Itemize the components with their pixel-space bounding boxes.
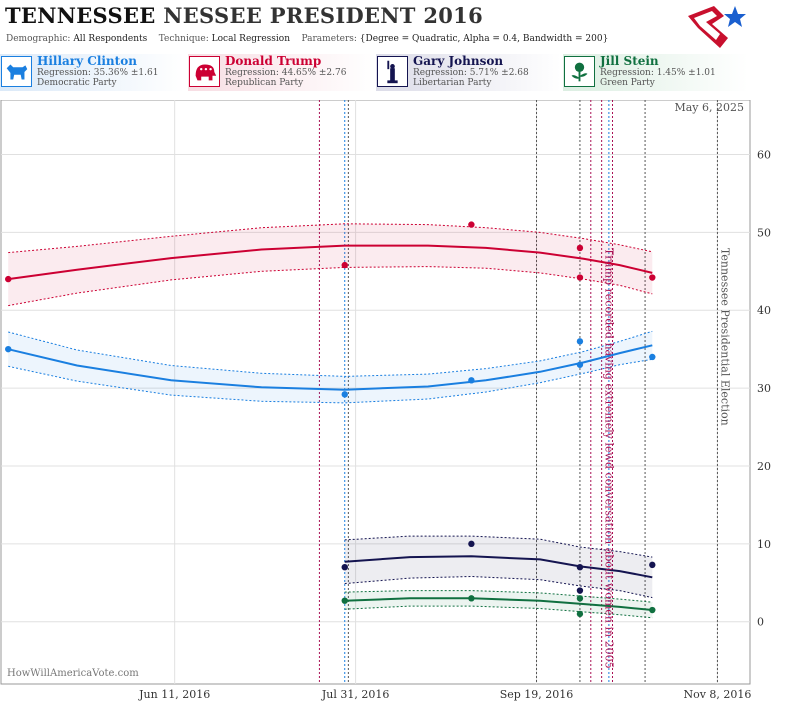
y-tick-label: 30 bbox=[757, 382, 771, 395]
poll-point bbox=[341, 391, 348, 398]
candidate-regression: Regression: 5.71% ±2.68 bbox=[413, 68, 529, 78]
y-tick-label: 20 bbox=[757, 460, 771, 473]
parameters-label: Parameters: bbox=[301, 34, 357, 44]
rose-icon bbox=[564, 56, 595, 87]
y-tick-label: 40 bbox=[757, 304, 771, 317]
event-annotation: Trump recorded having extremely lewd con… bbox=[603, 248, 616, 669]
plot-frame bbox=[0, 100, 751, 685]
confidence-lower bbox=[8, 266, 653, 307]
candidate-party: Green Party bbox=[600, 78, 655, 88]
series-donald-trump bbox=[5, 221, 656, 307]
y-tick-label: 0 bbox=[757, 616, 764, 629]
y-tick-label: 50 bbox=[757, 226, 771, 239]
confidence-lower bbox=[8, 358, 653, 404]
confidence-band bbox=[8, 331, 653, 403]
parameters-value: {Degree = Quadratic, Alpha = 0.4, Bandwi… bbox=[359, 34, 609, 44]
donkey-icon bbox=[1, 56, 32, 87]
poll-chart: 0 10 20 30 40 50 60 Jun 11, 2016 Jul 31, 2016 Sep… bbox=[0, 100, 771, 701]
x-tick-label: Jun 11, 2016 bbox=[138, 688, 210, 701]
candidate-name: Gary Johnson bbox=[413, 54, 504, 68]
poll-point bbox=[576, 338, 584, 345]
technique-value: Local Regression bbox=[211, 34, 291, 44]
confidence-upper bbox=[8, 330, 653, 377]
poll-point bbox=[468, 595, 475, 602]
elephant-icon bbox=[189, 56, 220, 87]
poll-point bbox=[649, 561, 656, 569]
poll-point bbox=[576, 274, 584, 281]
confidence-upper bbox=[344, 535, 653, 558]
regression-line bbox=[7, 344, 653, 391]
page-title: TENNESSEE NESSEE PRESIDENT 2016 bbox=[5, 3, 483, 28]
candidate-regression: Regression: 44.65% ±2.76 bbox=[225, 68, 347, 78]
candidate-regression: Regression: 1.45% ±1.01 bbox=[600, 68, 716, 78]
poll-point bbox=[576, 361, 584, 368]
candidate-regression: Regression: 35.36% ±1.61 bbox=[37, 68, 159, 78]
confidence-upper bbox=[344, 590, 653, 603]
candidate-name: Jill Stein bbox=[600, 54, 659, 68]
series-hillary-clinton bbox=[5, 330, 656, 404]
site-logo-icon bbox=[688, 6, 746, 48]
poll-point bbox=[341, 261, 348, 269]
poll-point bbox=[468, 377, 475, 384]
poll-point bbox=[5, 275, 12, 283]
poll-point bbox=[341, 597, 348, 604]
poll-point bbox=[341, 564, 348, 571]
candidate-card-johnson: Gary Johnson Regression: 5.71% ±2.68 Lib… bbox=[376, 54, 561, 91]
title-race: NESSEE PRESIDENT 2016 bbox=[163, 3, 483, 28]
candidate-name: Donald Trump bbox=[225, 54, 322, 68]
poll-point bbox=[5, 345, 12, 353]
series-jill-stein bbox=[341, 590, 656, 619]
demographic-value: All Respondents bbox=[73, 34, 148, 44]
candidate-party: Democratic Party bbox=[37, 78, 117, 88]
y-tick-label: 10 bbox=[757, 538, 771, 551]
liberty-statue-icon bbox=[377, 56, 408, 87]
technique-label: Technique: bbox=[158, 34, 209, 44]
poll-point bbox=[576, 587, 584, 594]
regression-line bbox=[344, 555, 653, 579]
candidate-card-trump: Donald Trump Regression: 44.65% ±2.76 Re… bbox=[188, 54, 373, 91]
x-tick-label: Jul 31, 2016 bbox=[321, 688, 390, 701]
parameters-line: Demographic: All Respondents Technique: … bbox=[6, 34, 608, 44]
poll-point bbox=[649, 353, 656, 361]
poll-point bbox=[576, 610, 584, 618]
candidate-card-stein: Jill Stein Regression: 1.45% ±1.01 Green… bbox=[563, 54, 748, 91]
y-tick-label: 60 bbox=[757, 149, 771, 162]
candidate-name: Hillary Clinton bbox=[37, 54, 137, 68]
poll-point bbox=[576, 595, 584, 602]
x-tick-label: Nov 8, 2016 bbox=[683, 688, 751, 701]
title-state: TENNESSEE bbox=[5, 3, 156, 28]
poll-point bbox=[576, 244, 584, 252]
confidence-lower bbox=[344, 605, 653, 619]
poll-point bbox=[468, 540, 475, 548]
poll-point bbox=[576, 564, 584, 571]
confidence-band bbox=[8, 223, 653, 306]
confidence-upper bbox=[8, 223, 653, 254]
candidate-card-clinton: Hillary Clinton Regression: 35.36% ±1.61… bbox=[0, 54, 185, 91]
chart-header: TENNESSEE NESSEE PRESIDENT 2016 bbox=[5, 3, 483, 28]
demographic-label: Demographic: bbox=[6, 34, 71, 44]
regression-line bbox=[8, 244, 653, 281]
poll-point bbox=[468, 221, 475, 228]
candidate-party: Libertarian Party bbox=[413, 78, 492, 88]
date-label: May 6, 2025 bbox=[674, 101, 744, 114]
poll-point bbox=[649, 274, 656, 281]
event-annotation: Tennessee Presidential Election bbox=[718, 248, 731, 426]
confidence-band bbox=[344, 536, 653, 598]
confidence-lower bbox=[344, 575, 653, 599]
candidate-party: Republican Party bbox=[225, 78, 304, 88]
poll-point bbox=[649, 606, 656, 614]
regression-line bbox=[344, 597, 653, 611]
watermark-text: HowWillAmericaVote.com bbox=[7, 668, 139, 679]
x-tick-label: Sep 19, 2016 bbox=[500, 688, 574, 701]
series-gary-johnson bbox=[341, 535, 656, 599]
